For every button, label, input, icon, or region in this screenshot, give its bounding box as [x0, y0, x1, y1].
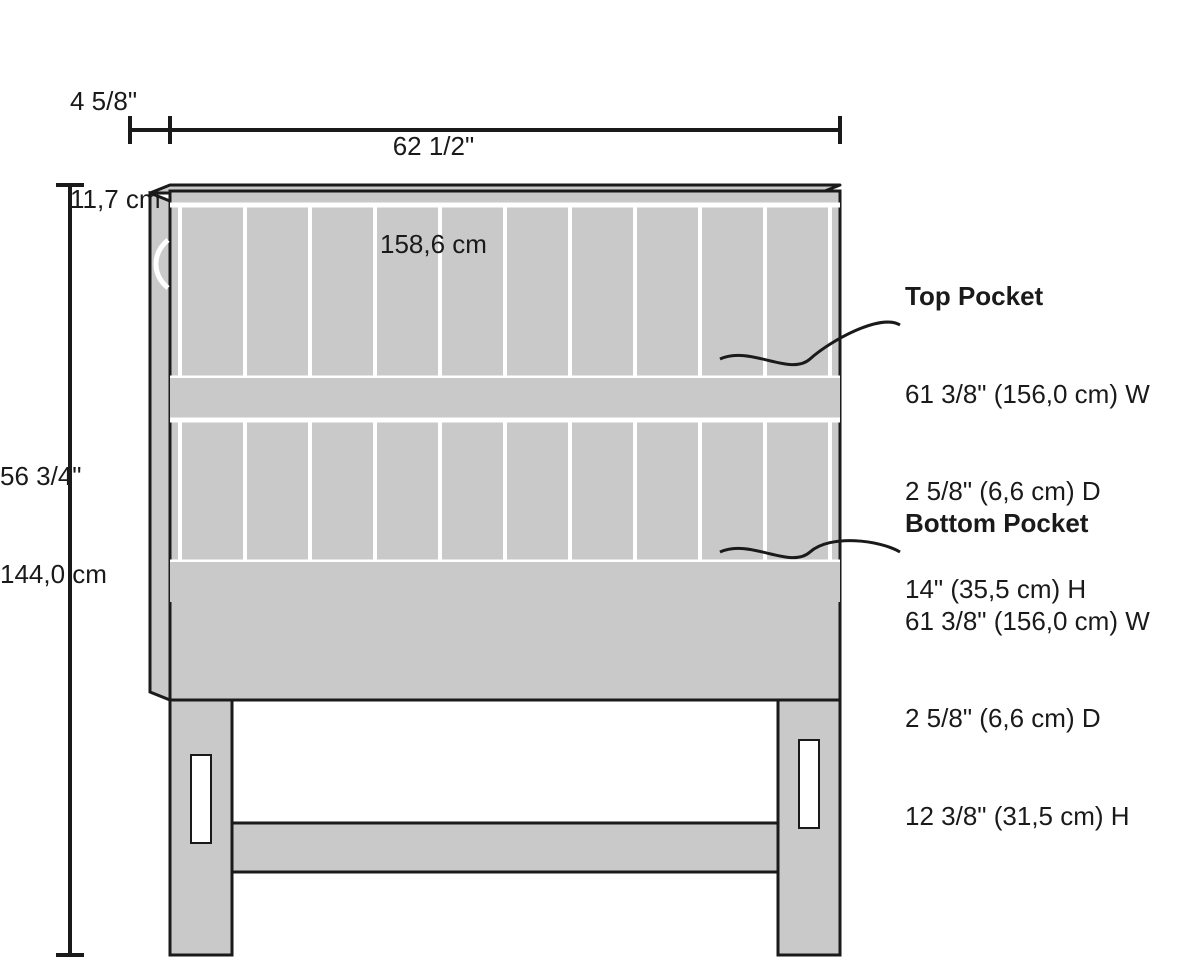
width-label: 62 1/2" 158,6 cm: [380, 65, 487, 293]
diagram-root: 4 5/8" 11,7 cm 62 1/2" 158,6 cm 56 3/4" …: [0, 0, 1200, 976]
width-imperial: 62 1/2": [380, 130, 487, 163]
depth-imperial: 4 5/8": [70, 85, 161, 118]
height-metric: 144,0 cm: [0, 558, 124, 591]
bottom-pocket-block: Bottom Pocket 61 3/8" (156,0 cm) W 2 5/8…: [905, 442, 1150, 865]
bottom-pocket-d: 2 5/8" (6,6 cm) D: [905, 702, 1150, 735]
height-imperial: 56 3/4": [0, 460, 124, 493]
top-pocket-title: Top Pocket: [905, 280, 1150, 313]
bottom-pocket-w: 61 3/8" (156,0 cm) W: [905, 605, 1150, 638]
bottom-pocket-h: 12 3/8" (31,5 cm) H: [905, 800, 1150, 833]
depth-label: 4 5/8" 11,7 cm: [70, 20, 161, 248]
top-pocket-w: 61 3/8" (156,0 cm) W: [905, 378, 1150, 411]
bottom-pocket-title: Bottom Pocket: [905, 507, 1150, 540]
width-metric: 158,6 cm: [380, 228, 487, 261]
height-label: 56 3/4" 144,0 cm: [0, 395, 124, 623]
depth-metric: 11,7 cm: [70, 183, 161, 216]
